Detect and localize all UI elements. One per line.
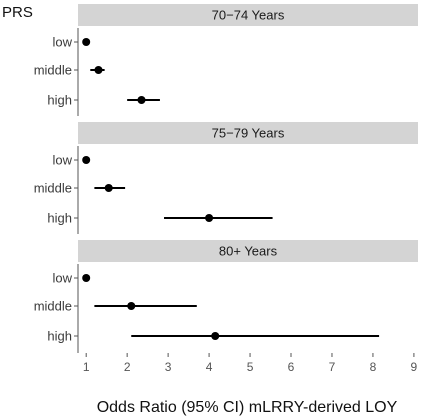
x-tick-label: 1 (83, 360, 90, 374)
x-tick-label: 3 (165, 360, 172, 374)
category-label: high (47, 329, 72, 344)
x-tick-label: 5 (247, 360, 254, 374)
odds-ratio-point (127, 302, 136, 310)
panel-title: 70−74 Years (212, 8, 285, 23)
category-label: middle (34, 299, 72, 314)
panel-strip (78, 4, 418, 26)
odds-ratio-point (82, 156, 91, 164)
category-label: middle (34, 181, 72, 196)
x-axis-title: Odds Ratio (95% CI) mLRRY-derived LOY (97, 399, 398, 416)
panel-2: 75−79 Years low middle high (34, 122, 418, 234)
category-label: low (52, 153, 72, 168)
x-tick-label: 4 (206, 360, 213, 374)
panel-3: 80+ Years low middle high (34, 240, 418, 353)
panel-1: 70−74 Years low middle high (34, 4, 418, 116)
x-tick-label: 7 (329, 360, 336, 374)
category-label: high (47, 211, 72, 226)
odds-ratio-point (205, 214, 214, 222)
category-label: low (52, 35, 72, 50)
x-tick-label: 9 (411, 360, 418, 374)
chart-panels: 70−74 Years low middle high 75−79 Years low mi… (34, 4, 418, 353)
odds-ratio-point (104, 184, 113, 192)
panel-title: 80+ Years (219, 244, 278, 259)
odds-ratio-point (211, 332, 220, 340)
odds-ratio-point (82, 38, 91, 46)
x-axis: 1 2 3 4 5 6 7 8 9 (83, 353, 418, 374)
panel-strip (78, 122, 418, 144)
category-label: high (47, 93, 72, 108)
x-tick-label: 6 (288, 360, 295, 374)
category-label: middle (34, 63, 72, 78)
odds-ratio-point (137, 96, 146, 104)
x-tick-label: 8 (370, 360, 377, 374)
odds-ratio-point (82, 274, 91, 282)
x-tick-label: 2 (124, 360, 131, 374)
odds-ratio-point (94, 66, 103, 74)
category-label: low (52, 271, 72, 286)
y-axis-title: PRS (2, 4, 33, 21)
panel-strip (78, 240, 418, 262)
panel-title: 75−79 Years (212, 126, 285, 141)
